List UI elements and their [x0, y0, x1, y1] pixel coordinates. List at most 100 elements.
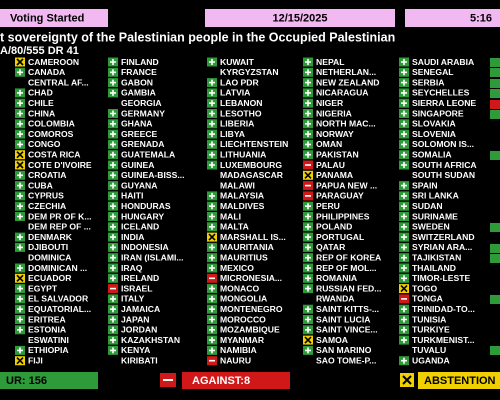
country-name: REP OF MOL... [316, 263, 376, 273]
plus [110, 162, 116, 168]
plus [305, 223, 311, 230]
country-name: CONGO [28, 139, 61, 149]
plus [17, 316, 23, 323]
plus [401, 59, 407, 65]
plus [110, 254, 116, 261]
country-name: TURKIYE [412, 325, 450, 335]
country-name: IRELAND [121, 273, 159, 283]
plus [305, 59, 311, 65]
country-name: DJIBOUTI [28, 242, 68, 252]
against-box [182, 372, 290, 389]
country-name: NAURU [220, 355, 251, 365]
country-name: MEXICO [220, 263, 254, 273]
plus [110, 265, 116, 271]
plus [17, 89, 23, 96]
x-symbol [16, 274, 24, 282]
country-name: INDIA [121, 232, 144, 242]
plus [209, 100, 215, 107]
country-name: KYRGYZSTAN [220, 67, 279, 77]
country-name: LIECHTENSTEIN [220, 139, 288, 149]
plus [401, 162, 407, 168]
country-name: PAKISTAN [316, 149, 359, 159]
plus [17, 234, 23, 241]
plus [110, 337, 116, 344]
country-name: MALTA [220, 222, 249, 232]
plus [17, 326, 23, 333]
plus [401, 192, 407, 199]
country-name: KAZAKHSTAN [121, 335, 180, 345]
country-name: SPAIN [412, 180, 438, 190]
country-name: CHINA [28, 108, 55, 118]
country-name: POLAND [316, 222, 352, 232]
x-symbol [16, 58, 24, 66]
abstain-box [418, 372, 500, 389]
country-name: SAINT LUCIA [316, 314, 370, 324]
plus [110, 151, 116, 158]
country-name: SERBIA [412, 77, 444, 87]
date-box [205, 9, 395, 27]
plus [110, 203, 116, 210]
country-name: SAO TOME-P... [316, 355, 376, 365]
against-total: AGAINST:8 [192, 375, 250, 387]
country-name: MOROCCO [220, 314, 266, 324]
country-name: SOUTH AFRICA [412, 160, 477, 170]
country-name: SAN MARINO [316, 345, 372, 355]
plus [401, 357, 407, 364]
country-name: GUATEMALA [121, 149, 175, 159]
country-name: NIGERIA [316, 108, 352, 118]
country-name: MALAYSIA [220, 191, 264, 201]
plus [110, 59, 116, 65]
country-name: SAUDI ARABIA [412, 57, 474, 67]
country-name: HUNGARY [121, 211, 164, 221]
plus [401, 234, 407, 241]
country-name: GERMANY [121, 108, 165, 118]
country-name: KIRIBATI [121, 355, 158, 365]
country-name: ICELAND [121, 222, 159, 232]
plus [209, 265, 215, 271]
country-name: GUINEA-BISS... [121, 170, 185, 180]
plus [305, 110, 311, 117]
country-name: COSTA RICA [28, 149, 81, 159]
country-name: TURKMENIST... [412, 335, 475, 345]
plus [305, 234, 311, 241]
country-name: TIMOR-LESTE [412, 273, 471, 283]
plus [401, 69, 407, 76]
plus [209, 337, 215, 344]
plus [401, 254, 407, 261]
plus [209, 79, 215, 86]
plus [209, 120, 215, 127]
country-name: LAO PDR [220, 77, 259, 87]
plus [17, 203, 23, 210]
status: Voting Started [10, 12, 84, 24]
plus [401, 244, 407, 251]
country-name: FINLAND [121, 57, 159, 67]
country-name: JAPAN [121, 314, 150, 324]
country-name: LITHUANIA [220, 149, 266, 159]
country-name: SYRIAN ARA... [412, 242, 472, 252]
plus [401, 316, 407, 323]
plus [209, 254, 215, 261]
plus [401, 213, 407, 220]
plus [209, 213, 215, 220]
country-name: RWANDA [316, 294, 355, 304]
country-name: MAURITANIA [220, 242, 274, 252]
country-name: NEPAL [316, 57, 345, 67]
plus [17, 285, 23, 292]
country-name: MARSHALL IS... [220, 232, 286, 242]
plus [17, 120, 23, 127]
plus [209, 131, 215, 138]
country-name: LEBANON [220, 98, 263, 108]
plus [209, 223, 215, 230]
country-name: MONTENEGRO [220, 304, 283, 314]
plus [401, 265, 407, 271]
country-name: PALAU [316, 160, 345, 170]
plus [305, 316, 311, 323]
country-name: PARAGUAY [316, 191, 364, 201]
plus [110, 110, 116, 117]
x-symbol [16, 151, 24, 159]
country-name: SRI LANKA [412, 191, 459, 201]
x-symbol [304, 171, 312, 179]
plus [209, 316, 215, 323]
country-name: DEM REP OF ... [28, 222, 91, 232]
